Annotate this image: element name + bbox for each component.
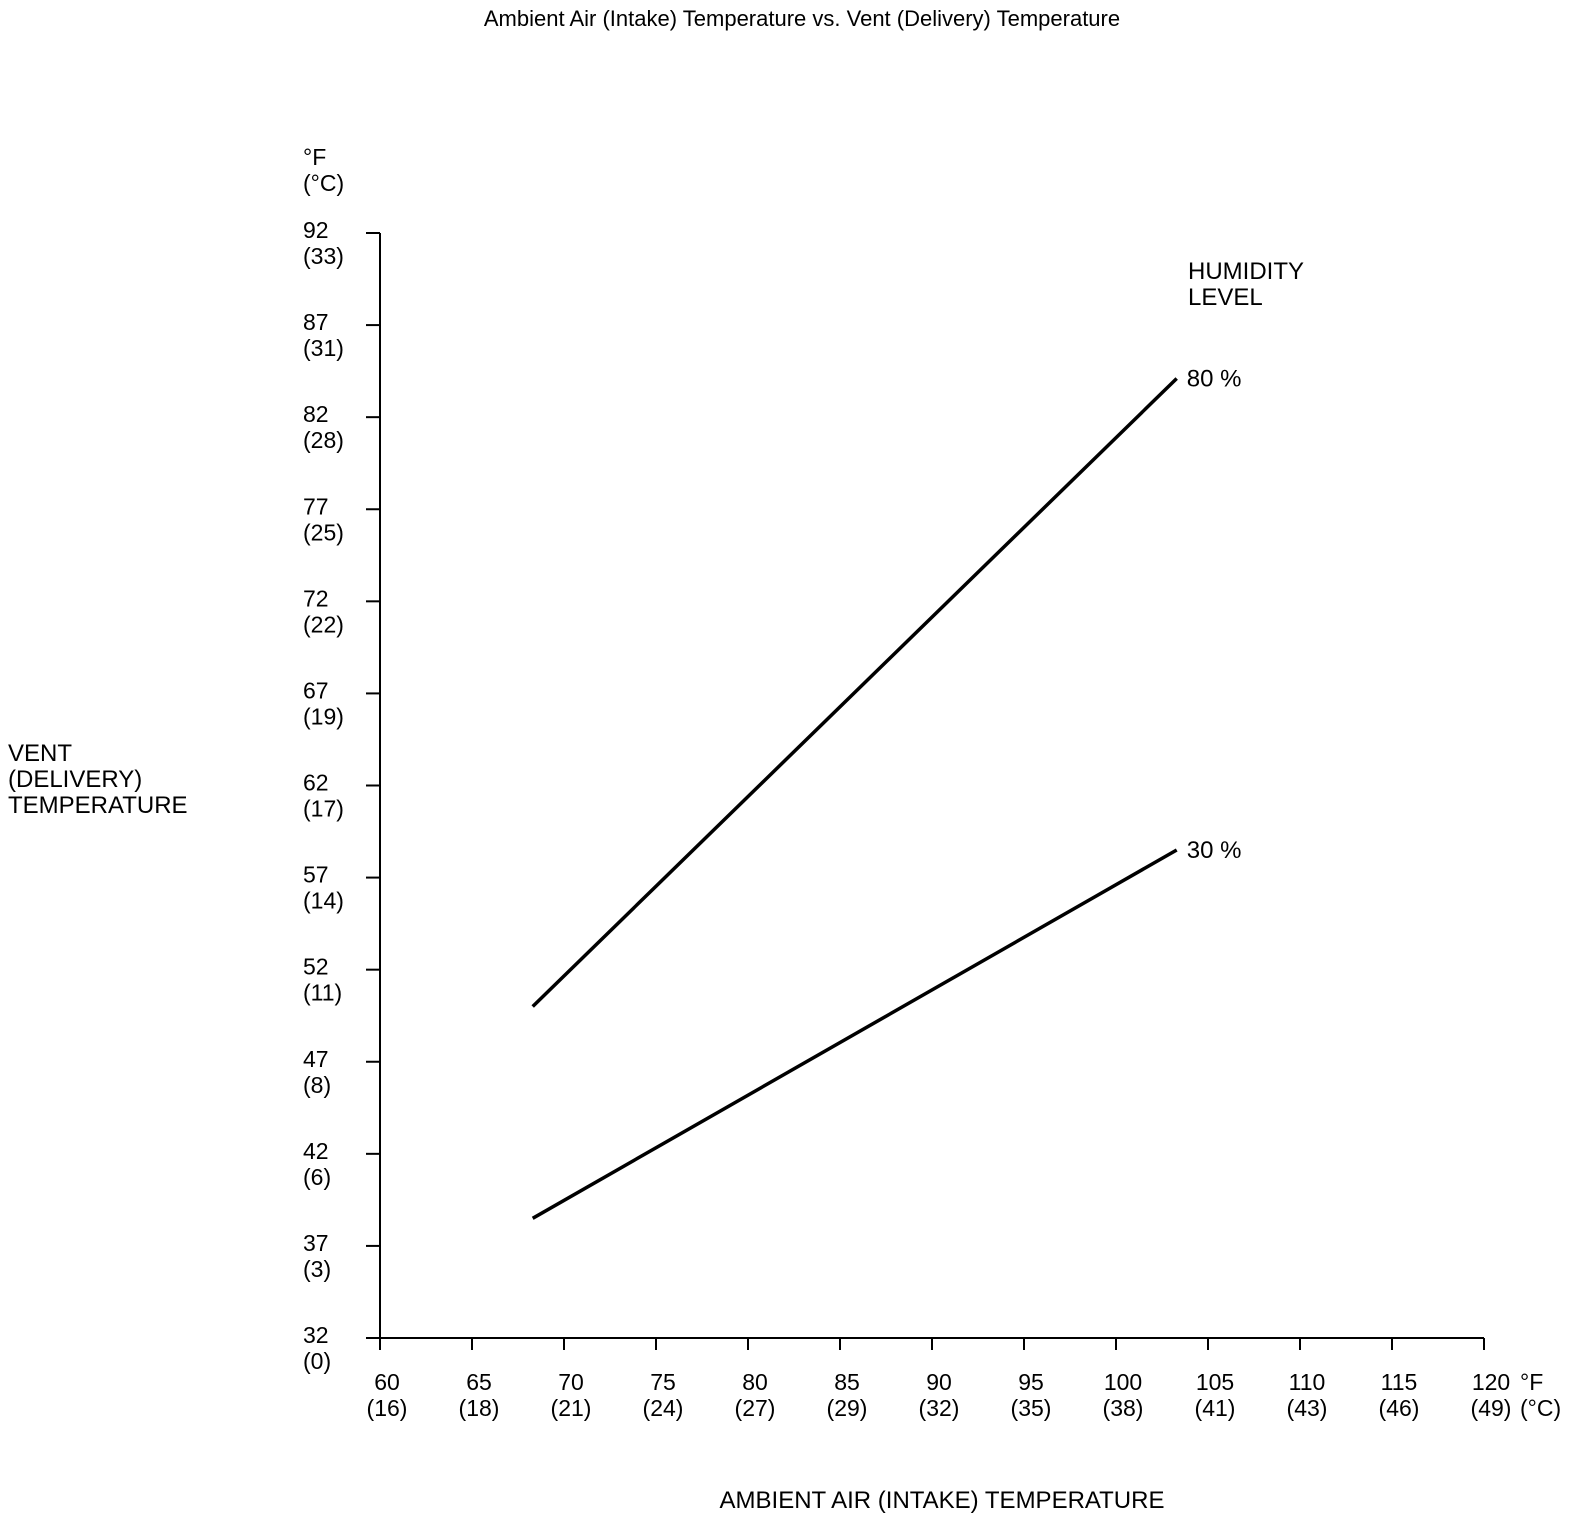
axes <box>379 233 1484 1339</box>
y-axis-title-line-2: (DELIVERY) <box>8 766 142 793</box>
ticks: 60(16)65(18)70(21)75(24)80(27)85(29)90(3… <box>303 217 1511 1421</box>
x-tick-label: 70 <box>558 1369 584 1395</box>
chart-title: Ambient Air (Intake) Temperature vs. Ven… <box>484 6 1120 31</box>
x-tick-label-celsius: (24) <box>643 1395 684 1421</box>
y-tick-label-celsius: (14) <box>303 888 344 914</box>
x-tick-label: 85 <box>834 1369 860 1395</box>
x-axis-title: AMBIENT AIR (INTAKE) TEMPERATURE <box>720 1487 1165 1514</box>
legend-title-line-1: HUMIDITY <box>1188 258 1304 285</box>
x-tick-label: 100 <box>1104 1369 1142 1395</box>
y-tick-label: 37 <box>303 1230 329 1256</box>
y-tick-label: 87 <box>303 309 329 335</box>
x-tick-label: 115 <box>1381 1369 1418 1395</box>
x-tick-label: 75 <box>650 1369 676 1395</box>
y-tick-label-celsius: (8) <box>303 1072 331 1098</box>
x-tick-label: 110 <box>1289 1369 1326 1395</box>
x-tick-label: 95 <box>1018 1369 1044 1395</box>
x-tick-label-celsius: (29) <box>827 1395 868 1421</box>
x-tick-label-celsius: (43) <box>1287 1395 1328 1421</box>
series-line-2 <box>531 848 1178 1220</box>
y-tick-label: 47 <box>303 1046 329 1072</box>
y-tick-label: 77 <box>303 493 329 519</box>
x-tick-label-celsius: (27) <box>735 1395 776 1421</box>
y-tick-label: 32 <box>303 1322 329 1348</box>
series-label-2: 30 % <box>1187 837 1242 864</box>
x-tick-label-celsius: (38) <box>1103 1395 1144 1421</box>
x-tick-label-celsius: (41) <box>1195 1395 1236 1421</box>
y-tick-label: 72 <box>303 585 329 611</box>
y-tick-label: 82 <box>303 401 329 427</box>
x-tick-label: 80 <box>742 1369 768 1395</box>
x-unit-fahrenheit: °F <box>1520 1369 1543 1395</box>
y-axis-unit: °F (°C) <box>303 144 344 196</box>
y-tick-label-celsius: (3) <box>303 1256 331 1282</box>
y-tick-label: 52 <box>303 954 329 980</box>
y-axis-title-line-1: VENT <box>8 740 72 767</box>
y-axis-title: VENT (DELIVERY) TEMPERATURE <box>8 740 188 819</box>
x-tick-label-celsius: (18) <box>459 1395 500 1421</box>
y-tick-label: 62 <box>303 770 329 796</box>
series: 80 % 30 % <box>531 365 1242 1220</box>
y-tick-label-celsius: (6) <box>303 1164 331 1190</box>
y-tick-label-celsius: (17) <box>303 796 344 822</box>
y-tick-label-celsius: (22) <box>303 611 344 637</box>
x-tick-label-celsius: (49) <box>1471 1395 1512 1421</box>
x-unit-celsius: (°C) <box>1520 1395 1561 1421</box>
x-tick-label-celsius: (35) <box>1011 1395 1052 1421</box>
x-tick-label-celsius: (16) <box>367 1395 408 1421</box>
y-tick-label-celsius: (28) <box>303 427 344 453</box>
legend-title-line-2: LEVEL <box>1188 284 1263 311</box>
x-tick-label: 90 <box>926 1369 952 1395</box>
y-tick-label: 92 <box>303 217 329 243</box>
y-tick-label-celsius: (33) <box>303 243 344 269</box>
x-tick-label: 60 <box>374 1369 400 1395</box>
y-axis-title-line-3: TEMPERATURE <box>8 792 188 819</box>
series-label-1: 80 % <box>1187 365 1242 392</box>
x-axis-unit: °F (°C) <box>1520 1369 1561 1421</box>
x-tick-label-celsius: (32) <box>919 1395 960 1421</box>
y-tick-label-celsius: (0) <box>303 1348 331 1374</box>
x-tick-label: 120 <box>1472 1369 1510 1395</box>
y-tick-label: 57 <box>303 862 329 888</box>
x-tick-label: 105 <box>1196 1369 1234 1395</box>
x-tick-label-celsius: (21) <box>551 1395 592 1421</box>
series-line-1 <box>531 377 1178 1008</box>
x-tick-label-celsius: (46) <box>1379 1395 1420 1421</box>
y-tick-label-celsius: (11) <box>303 980 342 1006</box>
legend-title: HUMIDITY LEVEL <box>1188 258 1304 311</box>
y-unit-fahrenheit: °F <box>303 144 326 170</box>
y-tick-label-celsius: (19) <box>303 703 344 729</box>
y-tick-label: 67 <box>303 677 329 703</box>
y-tick-label-celsius: (25) <box>303 519 344 545</box>
y-tick-label-celsius: (31) <box>303 335 344 361</box>
x-tick-label: 65 <box>466 1369 492 1395</box>
y-tick-label: 42 <box>303 1138 329 1164</box>
y-unit-celsius: (°C) <box>303 170 344 196</box>
